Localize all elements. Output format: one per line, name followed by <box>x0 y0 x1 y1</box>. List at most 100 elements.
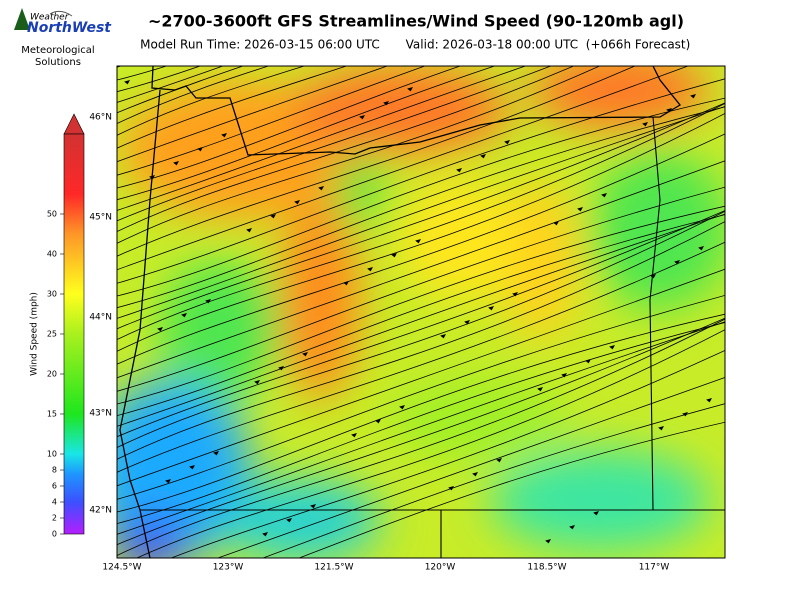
colorbar-tick-label: 20 <box>47 370 57 379</box>
colorbar-tick-label: 50 <box>47 210 57 219</box>
valid-time: Valid: 2026-03-18 00:00 UTC (+066h Forec… <box>406 38 691 52</box>
streamline <box>117 210 725 448</box>
colorbar-tick-label: 15 <box>47 410 57 419</box>
colorbar-tick-label: 8 <box>52 466 57 475</box>
stream-arrow <box>173 161 179 166</box>
map-frame <box>116 65 726 559</box>
colorbar-extend <box>63 113 85 135</box>
lon-label: 117°W <box>639 563 670 573</box>
colorbar <box>63 133 85 535</box>
stream-arrow <box>286 518 292 523</box>
streamline <box>117 106 725 319</box>
lat-label: 46°N <box>89 113 112 123</box>
streamline <box>117 313 725 513</box>
lat-label: 44°N <box>89 313 112 323</box>
stream-arrow <box>553 221 559 226</box>
stream-arrow <box>609 345 615 350</box>
streamline <box>117 78 725 284</box>
streamline <box>170 350 725 558</box>
stream-arrow <box>537 387 543 392</box>
stream-arrow <box>197 147 203 152</box>
streamline <box>117 66 496 201</box>
stream-arrow <box>456 168 462 173</box>
stream-arrow <box>488 306 494 311</box>
streamline <box>117 66 202 93</box>
stream-arrow <box>690 94 696 99</box>
stream-arrow <box>642 122 648 127</box>
stream-arrow <box>278 366 284 371</box>
streamline <box>117 66 552 222</box>
stream-arrow <box>302 352 308 357</box>
stream-arrow <box>246 228 252 233</box>
stream-arrow <box>270 214 276 219</box>
streamline <box>117 186 725 392</box>
streamline <box>117 106 725 309</box>
streamline <box>117 133 725 365</box>
stream-arrow <box>375 419 381 424</box>
stream-arrow <box>157 327 163 332</box>
streamline <box>117 318 725 556</box>
stream-arrow <box>512 292 518 297</box>
stream-arrow <box>415 239 421 244</box>
streamline <box>261 403 725 558</box>
streamline <box>117 66 690 271</box>
streamline <box>117 112 725 352</box>
streamline <box>117 66 348 149</box>
streamline <box>117 66 224 103</box>
streamline <box>117 97 725 297</box>
stream-arrow <box>310 504 316 509</box>
lon-label: 120°W <box>425 563 456 573</box>
streamline <box>117 317 725 546</box>
lon-label: 124.5°W <box>102 563 141 573</box>
streamline <box>117 66 575 233</box>
title: ~2700-3600ft GFS Streamlines/Wind Speed … <box>148 12 684 31</box>
stream-arrow <box>698 245 704 251</box>
streamline <box>117 102 725 330</box>
stream-arrow <box>383 101 389 106</box>
model-run: Model Run Time: 2026-03-15 06:00 UTC <box>140 38 380 52</box>
colorbar-tick-label: 0 <box>52 530 57 539</box>
stream-arrow <box>318 186 324 191</box>
streamline <box>117 210 725 438</box>
stream-arrow <box>674 260 680 265</box>
streamline <box>135 329 725 558</box>
stream-arrow <box>205 299 211 304</box>
stream-arrow <box>213 451 219 456</box>
stream-arrow <box>504 140 510 145</box>
stream-arrow <box>464 320 470 325</box>
map <box>117 66 725 558</box>
stream-arrow <box>407 87 413 92</box>
stream-arrow <box>181 313 187 318</box>
stream-arrow <box>343 281 349 286</box>
colorbar-tick-label: 25 <box>47 330 57 339</box>
streamline <box>117 66 389 163</box>
streamline <box>117 322 725 525</box>
logo-brand: NorthWest <box>27 20 112 36</box>
stream-arrow <box>472 472 478 477</box>
streamline <box>117 66 636 257</box>
streamline <box>117 241 725 473</box>
stream-arrow <box>262 532 268 537</box>
stream-arrow <box>399 405 405 410</box>
streamline <box>117 268 725 487</box>
streamline <box>117 205 725 405</box>
stream-arrow <box>359 115 365 120</box>
logo: Weather NorthWest Meteorological Solutio… <box>14 8 112 68</box>
lon-label: 118.5°W <box>527 563 566 573</box>
streamline <box>117 66 601 244</box>
stream-arrow <box>367 267 373 272</box>
colorbar-tick-label: 6 <box>52 482 57 491</box>
stream-arrow <box>682 412 688 417</box>
streamline <box>298 421 725 558</box>
colorbar-label: Wind Speed (mph) <box>30 292 40 376</box>
logo-line: Solutions <box>35 57 81 68</box>
stream-arrow <box>294 200 300 205</box>
logo-line: Meteorological <box>21 45 94 56</box>
stream-arrow <box>666 108 672 113</box>
lat-label: 45°N <box>89 213 112 223</box>
logo-top: Weather <box>30 13 70 23</box>
stream-arrow <box>480 154 486 159</box>
stream-arrow <box>254 380 260 385</box>
streamline <box>117 295 725 500</box>
